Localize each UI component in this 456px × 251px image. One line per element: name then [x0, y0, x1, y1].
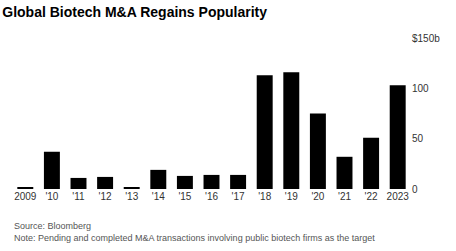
svg-text:Global Biotech M&A Regains Pop: Global Biotech M&A Regains Popularity: [2, 4, 267, 20]
svg-text:Source: Bloomberg: Source: Bloomberg: [14, 221, 91, 231]
svg-text:'12: '12: [99, 191, 112, 202]
svg-text:'21: '21: [338, 191, 351, 202]
svg-text:'18: '18: [258, 191, 271, 202]
svg-text:'14: '14: [152, 191, 165, 202]
svg-text:2009: 2009: [14, 191, 37, 202]
svg-text:'17: '17: [232, 191, 245, 202]
svg-text:'11: '11: [72, 191, 85, 202]
svg-text:Note: Pending and completed M&: Note: Pending and completed M&A transact…: [14, 233, 375, 243]
svg-text:'19: '19: [285, 191, 298, 202]
svg-text:'10: '10: [45, 191, 58, 202]
svg-text:0: 0: [412, 184, 418, 195]
svg-text:$150b: $150b: [412, 33, 440, 44]
svg-text:100: 100: [412, 83, 429, 94]
svg-text:'20: '20: [311, 191, 324, 202]
svg-text:'16: '16: [205, 191, 218, 202]
svg-text:'13: '13: [125, 191, 138, 202]
svg-text:'15: '15: [178, 191, 191, 202]
svg-text:'22: '22: [365, 191, 378, 202]
svg-text:50: 50: [412, 133, 424, 144]
svg-text:2023: 2023: [387, 191, 410, 202]
